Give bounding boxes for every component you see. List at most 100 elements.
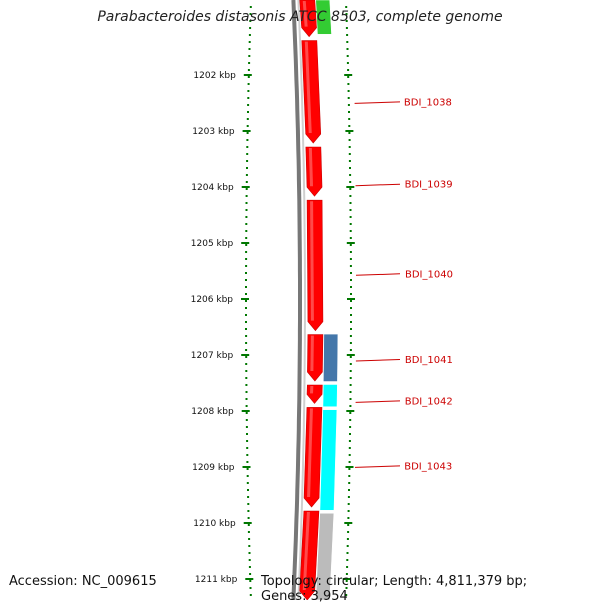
minor-tick-left: [245, 223, 248, 225]
minor-tick-right: [346, 538, 349, 540]
minor-tick-right: [349, 202, 352, 204]
minor-tick-left: [245, 300, 247, 302]
minor-tick-right: [349, 426, 352, 428]
minor-tick-right: [347, 76, 350, 78]
minor-tick-left: [245, 293, 247, 295]
minor-tick-right: [348, 153, 351, 155]
minor-tick-right: [349, 412, 352, 414]
minor-tick-left: [247, 83, 250, 85]
minor-tick-left: [247, 531, 250, 533]
major-tick-left: [241, 298, 249, 300]
minor-tick-right: [348, 440, 351, 442]
minor-tick-right: [348, 447, 351, 449]
major-tick-left: [241, 242, 250, 244]
minor-tick-right: [350, 286, 352, 288]
axis-tick-label: 1211 kbp: [195, 575, 238, 585]
minor-tick-left: [245, 244, 248, 246]
minor-tick-left: [249, 580, 252, 582]
minor-tick-right: [347, 531, 350, 533]
minor-tick-left: [248, 538, 251, 540]
cds-arrow-shine: [310, 335, 314, 371]
genes-count-text: Genes: 3,954: [261, 589, 348, 604]
minor-tick-left: [247, 76, 250, 78]
minor-tick-right: [348, 475, 351, 477]
minor-tick-left: [247, 104, 250, 106]
cds-arrow-shine: [302, 1, 308, 27]
minor-tick-right: [349, 258, 352, 260]
minor-tick-right: [349, 188, 352, 190]
inner-feature-track: [299, 0, 324, 600]
backbone-arc: [291, 0, 302, 600]
major-tick-right: [345, 466, 354, 468]
minor-tick-right: [349, 216, 352, 218]
gene-leader-line: [355, 183, 401, 187]
gene-label: BDI_1041: [405, 355, 453, 366]
minor-tick-right: [346, 41, 349, 43]
minor-tick-right: [350, 300, 352, 302]
minor-tick-left: [245, 321, 247, 323]
minor-tick-right: [345, 573, 348, 575]
minor-tick-right: [349, 370, 352, 372]
length-text: Length: 4,811,379 bp;: [382, 574, 528, 589]
minor-tick-left: [246, 475, 249, 477]
minor-tick-right: [348, 160, 351, 162]
minor-tick-left: [245, 279, 247, 281]
minor-tick-right: [345, 6, 348, 8]
axis-tick-label: 1205 kbp: [191, 239, 234, 249]
minor-tick-left: [246, 160, 249, 162]
major-tick-right: [345, 130, 354, 132]
minor-tick-right: [350, 293, 352, 295]
minor-tick-right: [347, 510, 350, 512]
minor-tick-left: [245, 398, 248, 400]
minor-tick-left: [246, 482, 249, 484]
minor-tick-left: [248, 566, 251, 568]
minor-tick-right: [349, 398, 352, 400]
minor-tick-left: [245, 272, 247, 274]
major-tick-right: [344, 522, 353, 524]
minor-tick-right: [350, 321, 352, 323]
gene-labels: BDI_1038 BDI_1039 BDI_1040 BDI_1041 BDI_1042…: [354, 97, 453, 472]
page-title: Parabacteroides distasonis ATCC 8503, co…: [97, 9, 503, 25]
axis-tick-label: 1207 kbp: [191, 351, 234, 361]
minor-tick-left: [247, 517, 250, 519]
genome-stats: Topology: circular; Length: 4,811,379 bp…: [261, 574, 600, 604]
axis-tick-label: 1202 kbp: [193, 71, 236, 81]
minor-tick-left: [248, 41, 251, 43]
minor-tick-left: [248, 559, 251, 561]
minor-tick-left: [246, 468, 249, 470]
minor-tick-left: [247, 496, 250, 498]
gene-leader-line: [355, 358, 401, 362]
minor-tick-right: [349, 384, 352, 386]
minor-tick-right: [348, 146, 351, 148]
minor-tick-right: [350, 328, 352, 330]
minor-tick-left: [245, 181, 248, 183]
minor-tick-left: [245, 328, 247, 330]
cds-arrow-shine: [302, 512, 310, 590]
cds-arrow-shine: [307, 408, 313, 497]
minor-tick-right: [349, 433, 351, 435]
minor-tick-left: [246, 433, 248, 435]
minor-tick-left: [246, 139, 249, 141]
minor-tick-left: [245, 349, 248, 351]
topology-text: Topology: circular;: [261, 574, 379, 589]
outer-feature-track: [315, 0, 339, 600]
minor-tick-right: [345, 587, 348, 589]
gene-leader-line: [355, 400, 401, 403]
cds-arrow-shine: [304, 41, 312, 133]
gene-label: BDI_1043: [404, 461, 452, 472]
minor-tick-right: [347, 496, 350, 498]
minor-tick-left: [245, 370, 248, 372]
minor-tick-left: [247, 524, 250, 526]
major-tick-right: [344, 74, 353, 76]
minor-tick-left: [245, 216, 248, 218]
minor-tick-right: [348, 461, 351, 463]
minor-tick-right: [348, 454, 351, 456]
minor-tick-left: [249, 6, 252, 8]
minor-tick-right: [346, 552, 349, 554]
gene-leader-line: [355, 273, 401, 276]
minor-tick-left: [245, 356, 248, 358]
minor-tick-right: [346, 566, 349, 568]
major-tick-right: [346, 410, 355, 412]
minor-tick-left: [245, 286, 247, 288]
minor-tick-right: [347, 524, 350, 526]
